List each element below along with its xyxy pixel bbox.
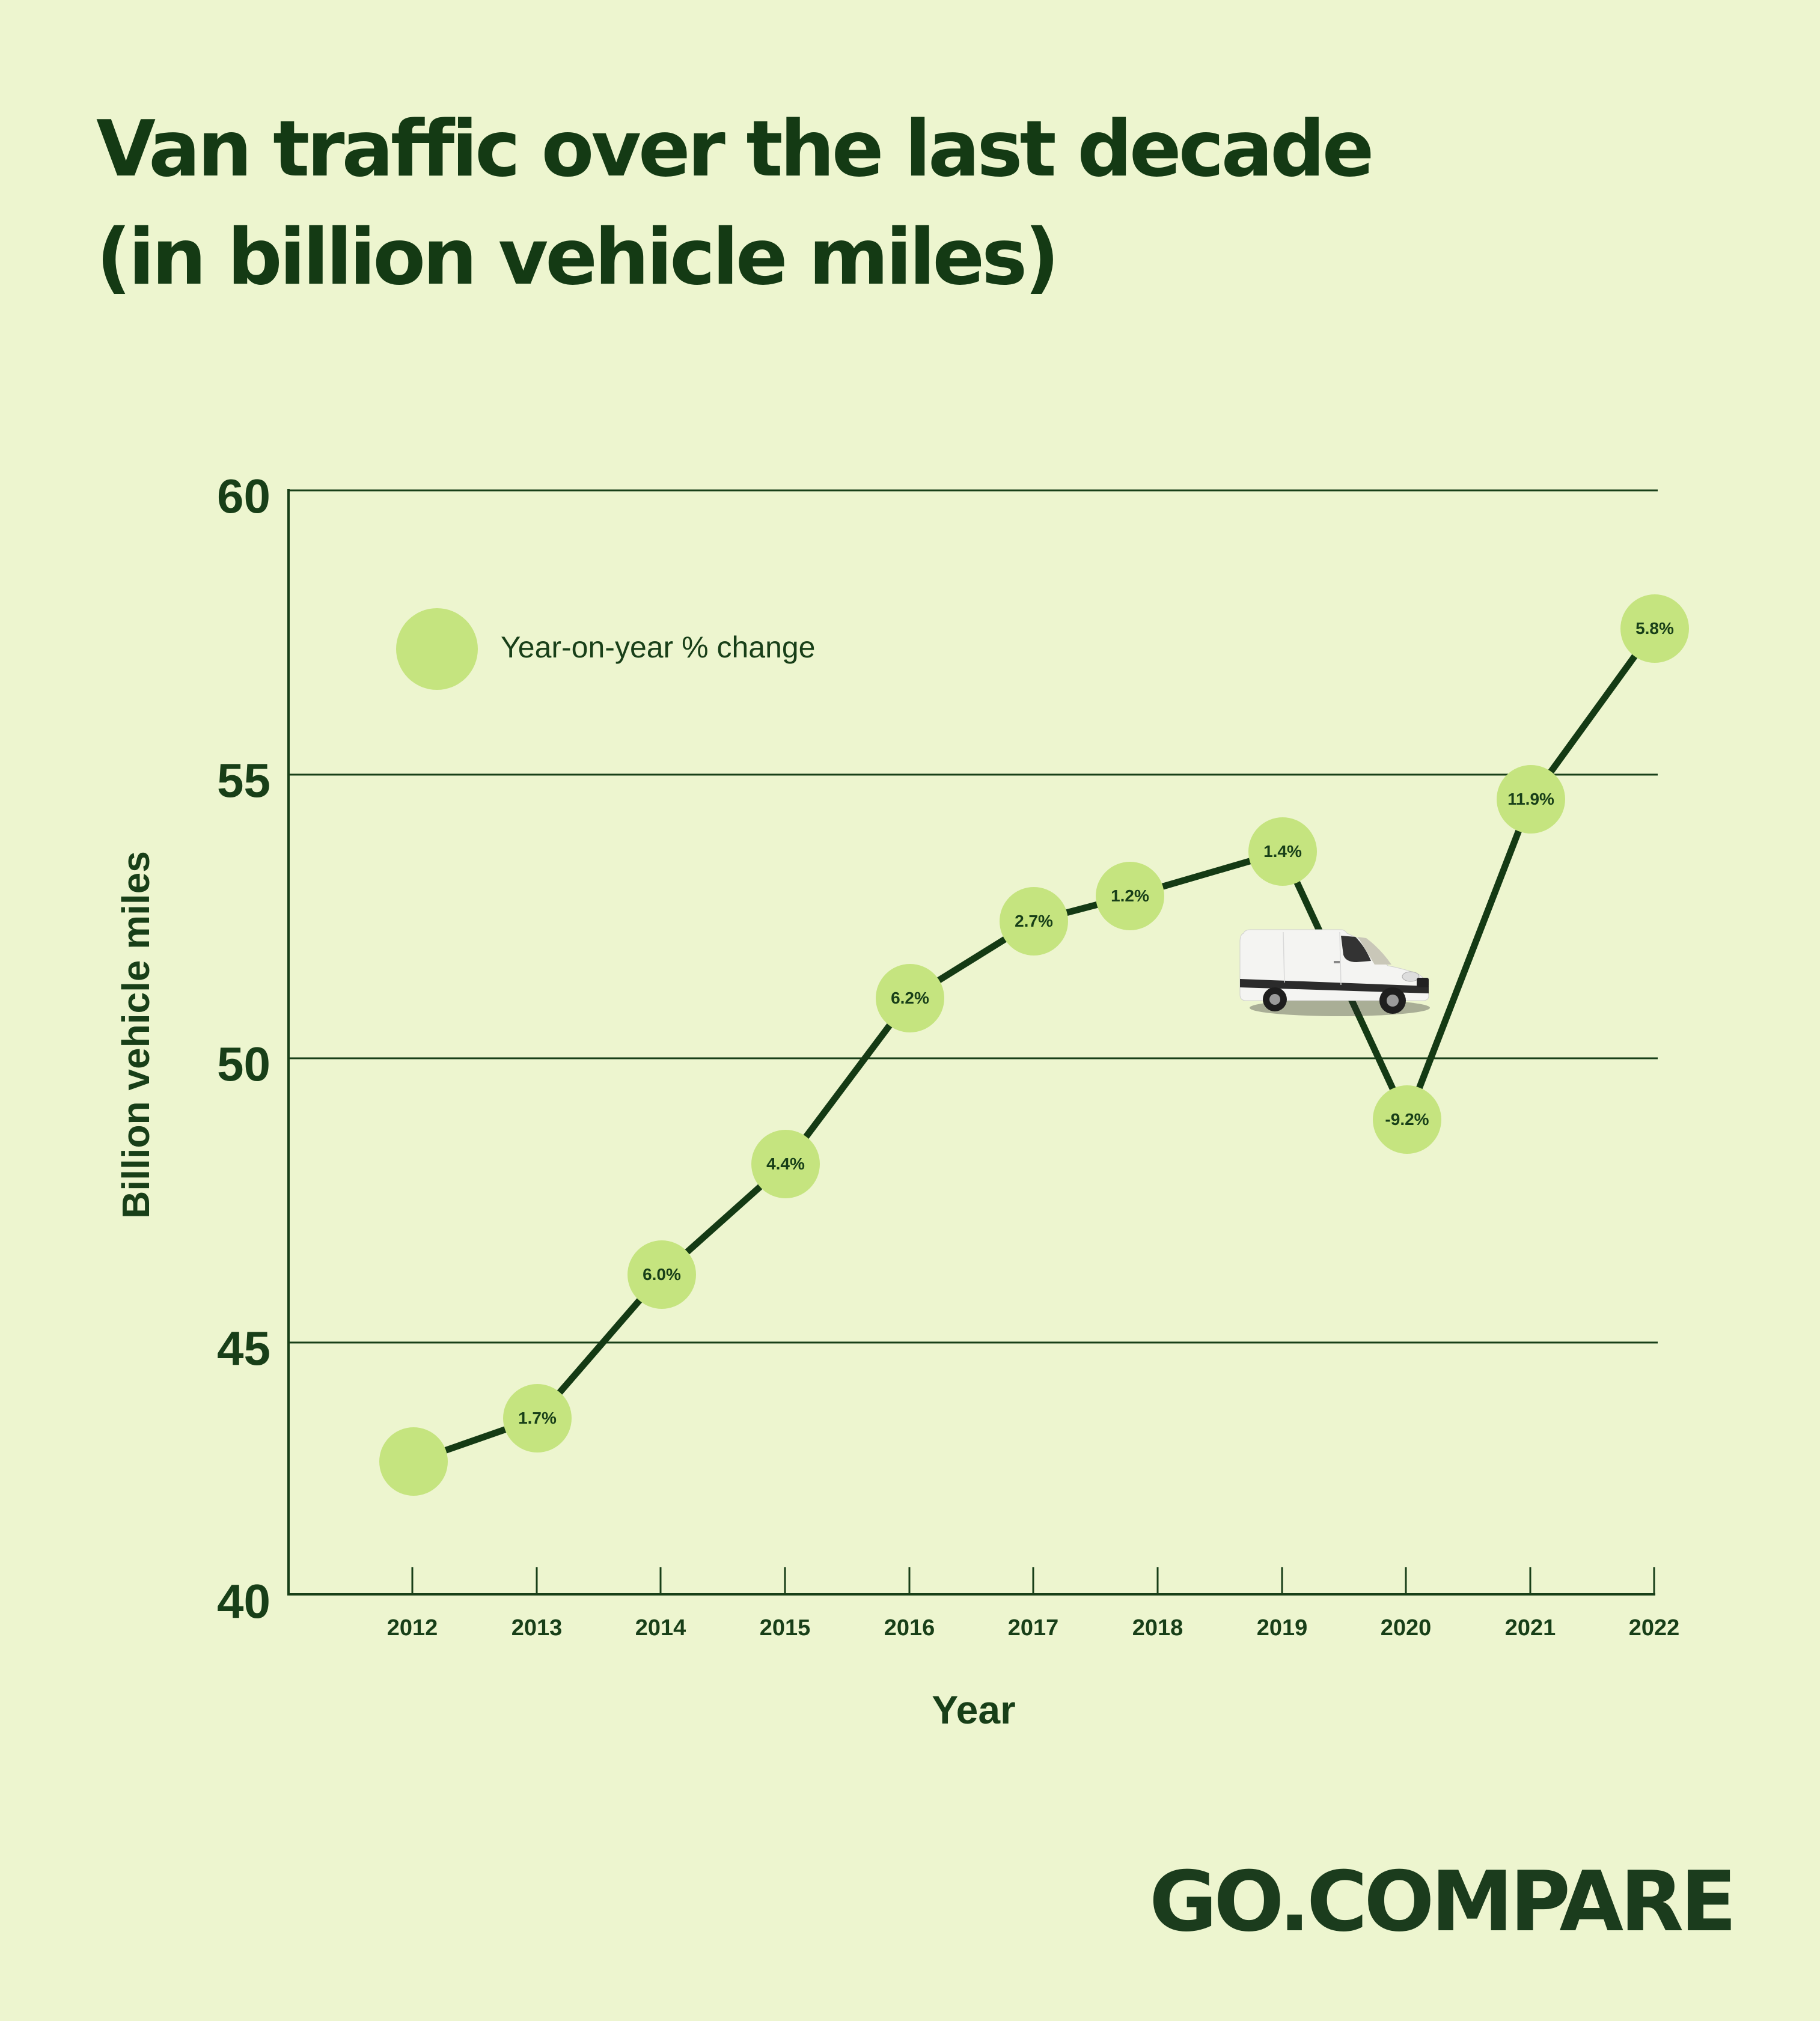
van-illustration-icon [1239, 929, 1430, 1016]
y-tick-label-45: 45 [217, 1321, 270, 1375]
x-tick-label-2012: 2012 [386, 1615, 438, 1641]
y-tick-label-60: 60 [217, 469, 270, 523]
y-tick-label-40: 40 [217, 1574, 270, 1628]
data-point-2014 [628, 1240, 696, 1309]
x-tick-label-2014: 2014 [635, 1615, 686, 1641]
x-tick-label-2022: 2022 [1628, 1615, 1680, 1641]
point-label-2013: 1.7% [518, 1409, 557, 1427]
x-tick-label-2020: 2020 [1380, 1615, 1432, 1641]
data-point-2017 [1000, 887, 1068, 956]
point-label-2018: 1.2% [1111, 886, 1149, 905]
data-point-2019 [1248, 817, 1317, 886]
y-tick-label-55: 55 [217, 754, 270, 807]
point-label-2019: 1.4% [1263, 842, 1302, 861]
data-point-2013 [503, 1384, 572, 1452]
x-axis-title: Year [932, 1687, 1016, 1732]
y-tick-label-50: 50 [217, 1037, 270, 1091]
point-label-2022: 5.8% [1635, 619, 1674, 638]
point-label-2021: 11.9% [1507, 790, 1554, 808]
legend-label: Year-on-year % change [501, 630, 816, 664]
y-axis-title: Billion vehicle miles [114, 851, 157, 1219]
point-label-2014: 6.0% [643, 1265, 681, 1284]
chart-title-line-2: (in billion vehicle miles) [96, 213, 1060, 302]
data-point-2012 [379, 1427, 448, 1496]
point-label-2020: -9.2% [1385, 1110, 1429, 1129]
data-point-2021 [1497, 765, 1565, 834]
x-tick-label-2015: 2015 [759, 1615, 811, 1641]
data-point-2022 [1620, 594, 1689, 663]
gridlines [289, 489, 1658, 1344]
x-tick-label-2016: 2016 [884, 1615, 935, 1641]
data-point-2018 [1096, 862, 1164, 930]
data-point-2020 [1373, 1085, 1441, 1154]
point-label-2015: 4.4% [766, 1154, 805, 1173]
x-axis-ticks [411, 1567, 1655, 1594]
legend-marker-icon [396, 608, 478, 690]
point-label-2016: 6.2% [891, 989, 929, 1007]
data-point-2015 [751, 1130, 820, 1198]
data-point-2016 [876, 964, 944, 1032]
x-tick-label-2013: 2013 [511, 1615, 563, 1641]
x-tick-label-2017: 2017 [1007, 1615, 1059, 1641]
chart-title-line-1: Van traffic over the last decade [96, 105, 1374, 194]
x-tick-label-2021: 2021 [1504, 1615, 1556, 1641]
data-line [412, 626, 1658, 1465]
x-tick-label-2019: 2019 [1256, 1615, 1308, 1641]
point-label-2017: 2.7% [1015, 912, 1053, 930]
x-tick-label-2018: 2018 [1132, 1615, 1183, 1641]
data-point-markers [379, 594, 1689, 1496]
gocompare-logo: GO.COMPARE [1149, 1853, 1737, 1950]
